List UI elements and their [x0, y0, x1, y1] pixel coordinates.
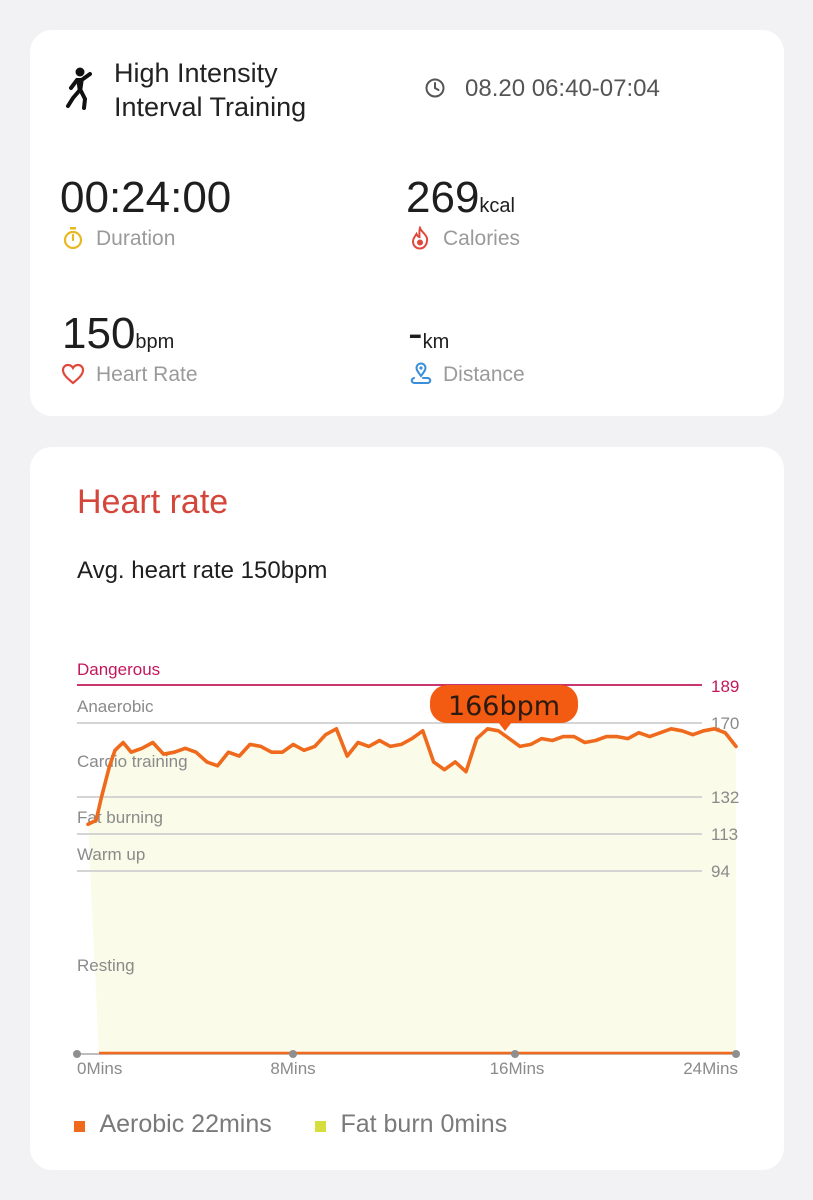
distance-unit: km [422, 331, 450, 353]
heart-rate-card: Heart rate Avg. heart rate 150bpm Danger… [30, 447, 784, 1170]
distance-label: Distance [443, 363, 525, 386]
heart-rate-chart: Dangerous 189 Anaerobic 170 Cardio train… [73, 660, 740, 1078]
zone-threshold-resting: 94 [711, 862, 730, 881]
stopwatch-icon [62, 226, 84, 250]
legend-swatch-fat-burn [315, 1121, 326, 1132]
workout-title: High Intensity Interval Training [114, 56, 306, 124]
x-tick-24 [732, 1050, 740, 1058]
duration-value: 00:24:00 [60, 173, 232, 222]
x-tick-16 [511, 1050, 519, 1058]
peak-tooltip-label: 166bpm [448, 691, 560, 722]
x-tick-0 [73, 1050, 81, 1058]
x-tick-label-8: 8Mins [270, 1059, 315, 1078]
calories-unit: kcal [479, 195, 515, 217]
zone-threshold-fat-burning: 132 [711, 788, 739, 807]
average-heart-rate: Avg. heart rate 150bpm [77, 557, 328, 584]
peak-tooltip-bubble [430, 685, 578, 723]
calories-stat: 269kcal [406, 176, 515, 220]
x-tick-label-16: 16Mins [490, 1059, 545, 1078]
workout-time-range: 08.20 06:40-07:04 [465, 75, 660, 102]
clock-icon [424, 77, 446, 99]
calories-value: 269 [406, 173, 480, 222]
heart-rate-area [88, 728, 736, 1052]
heart-rate-card-title: Heart rate [77, 483, 229, 521]
calories-label: Calories [443, 227, 521, 250]
x-tick-8 [289, 1050, 297, 1058]
legend-aerobic: Aerobic 22mins [74, 1110, 272, 1139]
heart-rate-value: 150 [62, 309, 136, 358]
zone-label-anaerobic: Anaerobic [77, 697, 154, 716]
workout-summary-card: High Intensity Interval Training 08.20 0… [30, 30, 784, 416]
legend-swatch-aerobic [74, 1121, 85, 1132]
zone-label-resting: Resting [77, 956, 135, 975]
zone-threshold-warm-up: 113 [711, 825, 738, 844]
x-tick-label-24: 24Mins [683, 1059, 738, 1078]
zone-label-cardio: Cardio training [77, 752, 188, 771]
heart-rate-line [86, 727, 738, 827]
workout-title-line1: High Intensity [114, 58, 278, 88]
legend-label-fat-burn: Fat burn 0mins [340, 1110, 508, 1138]
zone-label-dangerous: Dangerous [77, 660, 160, 679]
workout-title-line2: Interval Training [114, 92, 307, 122]
heart-icon [61, 363, 85, 385]
heart-rate-unit: bpm [135, 331, 175, 353]
distance-value: - [408, 309, 423, 358]
running-person-icon [62, 66, 92, 110]
flame-icon [409, 225, 431, 250]
heart-rate-label: Heart Rate [96, 363, 198, 386]
zone-label-warm-up: Warm up [77, 845, 145, 864]
x-tick-label-0: 0Mins [77, 1059, 122, 1078]
heart-rate-stat: 150bpm [62, 312, 174, 356]
distance-stat: -km [408, 312, 449, 356]
zone-threshold-dangerous: 189 [711, 677, 739, 696]
legend-label-aerobic: Aerobic 22mins [99, 1110, 272, 1138]
peak-tooltip-pointer [498, 722, 512, 731]
legend-fat-burn: Fat burn 0mins [315, 1110, 507, 1139]
duration-label: Duration [96, 227, 176, 250]
location-route-icon [409, 362, 433, 386]
